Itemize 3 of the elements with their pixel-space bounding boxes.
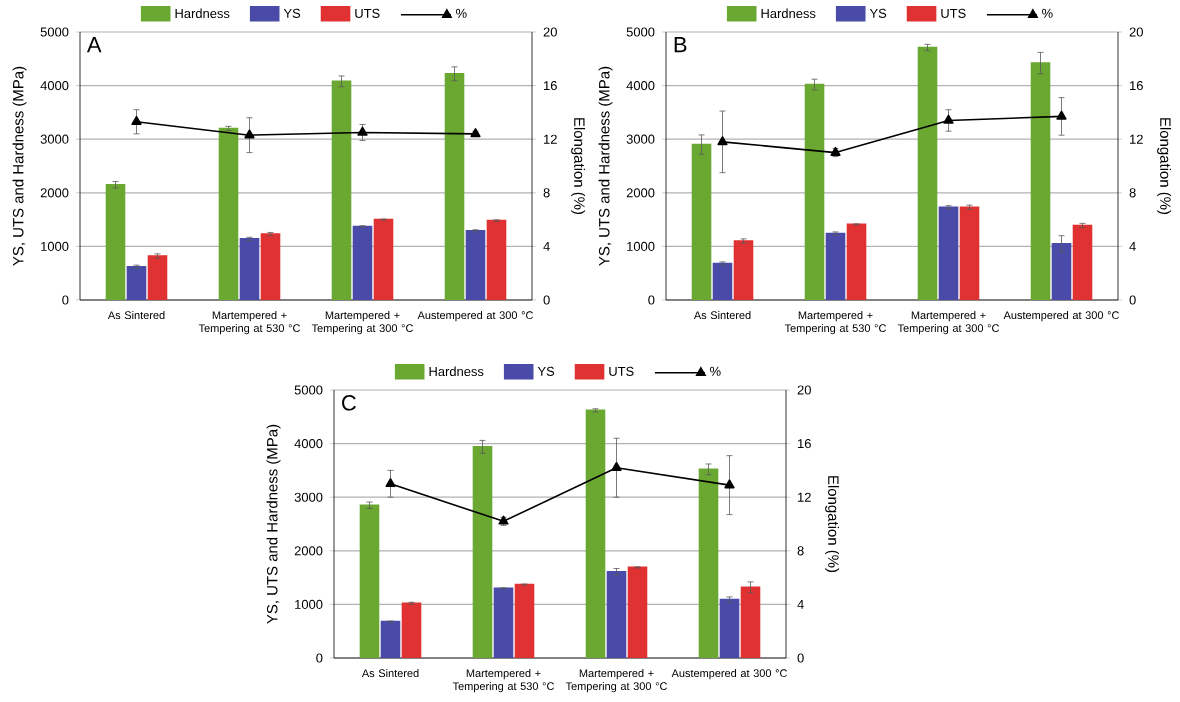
annotation: C xyxy=(342,395,356,411)
annotation: B xyxy=(674,37,687,53)
annotation: A xyxy=(86,37,102,53)
